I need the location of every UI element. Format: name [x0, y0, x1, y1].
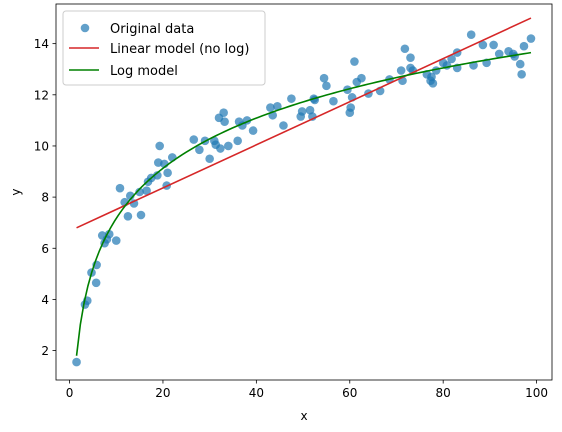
data-point	[123, 211, 133, 221]
data-point	[428, 78, 438, 88]
x-tick-label: 100	[525, 386, 548, 400]
data-point	[189, 135, 199, 144]
data-point	[494, 49, 504, 59]
data-point	[195, 145, 204, 155]
x-tick-label: 0	[66, 386, 74, 400]
data-point	[400, 44, 410, 54]
legend-label-original-data: Original data	[110, 22, 194, 37]
data-point	[350, 57, 359, 66]
data-point	[357, 73, 366, 83]
linear-model-line	[76, 17, 532, 229]
y-tick-label: 10	[34, 139, 49, 153]
data-point	[248, 126, 258, 135]
y-axis-label: y	[9, 188, 23, 195]
data-point	[427, 72, 436, 82]
data-point	[322, 81, 331, 91]
legend-label-linear-model: Linear model (no log)	[110, 42, 249, 57]
y-tick-label: 6	[41, 242, 49, 256]
data-point	[515, 59, 525, 69]
data-point	[396, 66, 406, 75]
log-model-line	[75, 51, 532, 356]
y-tick-label: 2	[41, 344, 49, 358]
data-point	[153, 171, 162, 180]
data-point	[163, 168, 172, 178]
data-point	[135, 187, 144, 197]
data-point	[205, 154, 214, 164]
y-tick-label: 4	[41, 293, 49, 307]
data-point	[129, 199, 139, 208]
data-point	[142, 186, 151, 196]
data-point	[279, 121, 288, 130]
data-point	[406, 53, 415, 63]
data-point	[224, 141, 233, 151]
data-point	[319, 73, 329, 83]
data-point	[447, 54, 456, 64]
data-point	[220, 117, 229, 126]
data-point	[216, 144, 225, 153]
x-tick-label: 80	[436, 386, 451, 400]
data-point	[346, 103, 356, 112]
y-tick-label: 12	[34, 88, 49, 102]
x-axis-label: x	[300, 409, 307, 423]
y-axis: 2 4 6 8 10 12 14	[34, 37, 56, 358]
data-point	[155, 141, 164, 151]
y-tick-label: 8	[41, 191, 49, 205]
data-point	[478, 40, 488, 50]
plot-area	[72, 17, 536, 367]
data-point	[219, 108, 228, 118]
axes-frame	[55, 3, 553, 381]
data-point	[408, 66, 418, 75]
data-point	[297, 107, 307, 116]
legend-marker-original-data	[80, 23, 90, 33]
data-point	[526, 34, 536, 43]
data-point	[72, 357, 81, 367]
data-point	[466, 30, 476, 39]
data-point	[104, 229, 114, 239]
legend: Original data Linear model (no log) Log …	[62, 10, 266, 86]
data-point	[287, 94, 296, 103]
legend-label-log-model: Log model	[110, 64, 178, 79]
data-point	[489, 40, 498, 50]
data-point	[273, 102, 282, 111]
y-tick-label: 14	[34, 37, 49, 51]
data-point	[233, 136, 242, 146]
data-point	[136, 210, 146, 220]
legend-box	[62, 10, 266, 86]
data-point	[517, 70, 526, 79]
x-axis: 0 20 40 60 80 100	[66, 380, 548, 400]
data-point	[111, 236, 121, 245]
x-tick-label: 20	[155, 386, 170, 400]
data-point	[91, 278, 101, 288]
x-tick-label: 60	[342, 386, 357, 400]
data-point	[329, 96, 338, 106]
data-point	[115, 183, 125, 193]
data-point	[519, 41, 529, 51]
data-point	[266, 103, 275, 112]
x-tick-label: 40	[249, 386, 264, 400]
